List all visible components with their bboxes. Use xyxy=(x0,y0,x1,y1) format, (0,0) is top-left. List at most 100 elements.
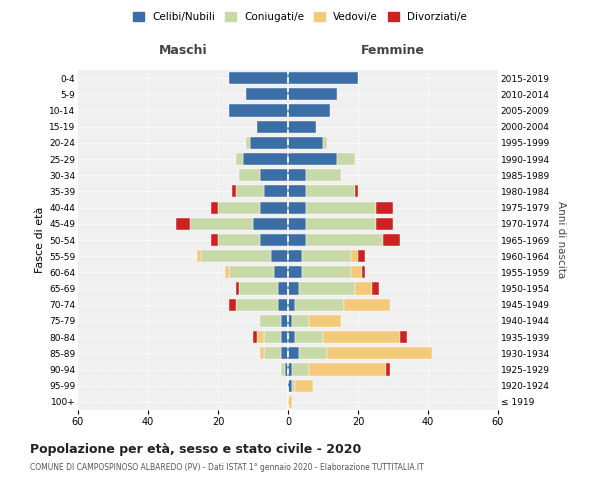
Bar xyxy=(292,315,309,327)
Bar xyxy=(263,331,281,343)
Text: Popolazione per età, sesso e stato civile - 2020: Popolazione per età, sesso e stato civil… xyxy=(30,442,361,456)
Bar xyxy=(263,348,281,360)
Bar xyxy=(288,104,330,117)
Bar xyxy=(246,137,250,149)
Bar xyxy=(323,331,400,343)
Bar xyxy=(288,153,337,165)
Bar xyxy=(288,380,292,392)
Bar xyxy=(288,331,295,343)
Bar xyxy=(288,250,302,262)
Bar xyxy=(242,153,288,165)
Bar xyxy=(323,137,326,149)
Bar xyxy=(295,380,313,392)
Bar xyxy=(229,298,235,311)
Bar xyxy=(281,364,284,376)
Bar xyxy=(288,282,299,294)
Y-axis label: Anni di nascita: Anni di nascita xyxy=(556,202,566,278)
Bar xyxy=(376,218,393,230)
Bar xyxy=(232,186,235,198)
Bar xyxy=(344,298,389,311)
Bar xyxy=(288,72,358,84)
Bar xyxy=(253,331,257,343)
Bar xyxy=(281,331,288,343)
Bar xyxy=(299,282,355,294)
Legend: Celibi/Nubili, Coniugati/e, Vedovi/e, Divorziati/e: Celibi/Nubili, Coniugati/e, Vedovi/e, Di… xyxy=(129,8,471,26)
Bar xyxy=(235,153,242,165)
Bar xyxy=(218,234,260,246)
Bar xyxy=(246,88,288,101)
Bar xyxy=(383,234,400,246)
Text: COMUNE DI CAMPOSPINOSO ALBAREDO (PV) - Dati ISTAT 1° gennaio 2020 - Elaborazione: COMUNE DI CAMPOSPINOSO ALBAREDO (PV) - D… xyxy=(30,462,424,471)
Bar xyxy=(229,72,288,84)
Bar xyxy=(288,266,302,278)
Bar xyxy=(235,282,239,294)
Bar xyxy=(176,218,190,230)
Bar xyxy=(305,169,341,181)
Bar xyxy=(288,88,337,101)
Bar xyxy=(288,120,316,132)
Bar xyxy=(288,186,305,198)
Bar xyxy=(386,364,389,376)
Bar xyxy=(376,202,393,213)
Bar xyxy=(281,315,288,327)
Bar xyxy=(309,315,341,327)
Bar xyxy=(305,218,376,230)
Bar xyxy=(257,331,263,343)
Bar xyxy=(211,202,218,213)
Bar xyxy=(225,266,229,278)
Bar xyxy=(260,169,288,181)
Bar xyxy=(358,250,365,262)
Bar xyxy=(305,202,376,213)
Bar xyxy=(355,282,372,294)
Bar xyxy=(250,137,288,149)
Bar xyxy=(260,315,281,327)
Bar xyxy=(288,315,292,327)
Bar xyxy=(351,266,361,278)
Bar xyxy=(277,298,288,311)
Bar xyxy=(288,137,323,149)
Bar xyxy=(253,218,288,230)
Bar xyxy=(361,266,365,278)
Y-axis label: Fasce di età: Fasce di età xyxy=(35,207,45,273)
Bar xyxy=(355,186,358,198)
Bar xyxy=(337,153,355,165)
Bar xyxy=(235,298,277,311)
Bar xyxy=(302,266,351,278)
Bar xyxy=(239,169,260,181)
Text: Femmine: Femmine xyxy=(361,44,425,57)
Bar xyxy=(288,396,292,408)
Bar xyxy=(197,250,200,262)
Text: Maschi: Maschi xyxy=(158,44,208,57)
Bar xyxy=(326,348,431,360)
Bar xyxy=(295,331,323,343)
Bar xyxy=(288,218,305,230)
Bar xyxy=(218,202,260,213)
Bar xyxy=(200,250,271,262)
Bar xyxy=(190,218,253,230)
Bar xyxy=(281,348,288,360)
Bar xyxy=(295,298,344,311)
Bar xyxy=(239,282,277,294)
Bar xyxy=(305,186,355,198)
Bar xyxy=(271,250,288,262)
Bar xyxy=(292,364,309,376)
Bar xyxy=(235,186,263,198)
Bar xyxy=(288,169,305,181)
Bar xyxy=(351,250,358,262)
Bar xyxy=(288,234,305,246)
Bar xyxy=(288,202,305,213)
Bar xyxy=(277,282,288,294)
Bar xyxy=(288,364,292,376)
Bar xyxy=(211,234,218,246)
Bar xyxy=(288,298,295,311)
Bar xyxy=(274,266,288,278)
Bar xyxy=(400,331,407,343)
Bar xyxy=(372,282,379,294)
Bar xyxy=(292,380,295,392)
Bar xyxy=(229,266,274,278)
Bar xyxy=(305,234,383,246)
Bar xyxy=(284,364,288,376)
Bar xyxy=(263,186,288,198)
Bar xyxy=(299,348,326,360)
Bar xyxy=(229,104,288,117)
